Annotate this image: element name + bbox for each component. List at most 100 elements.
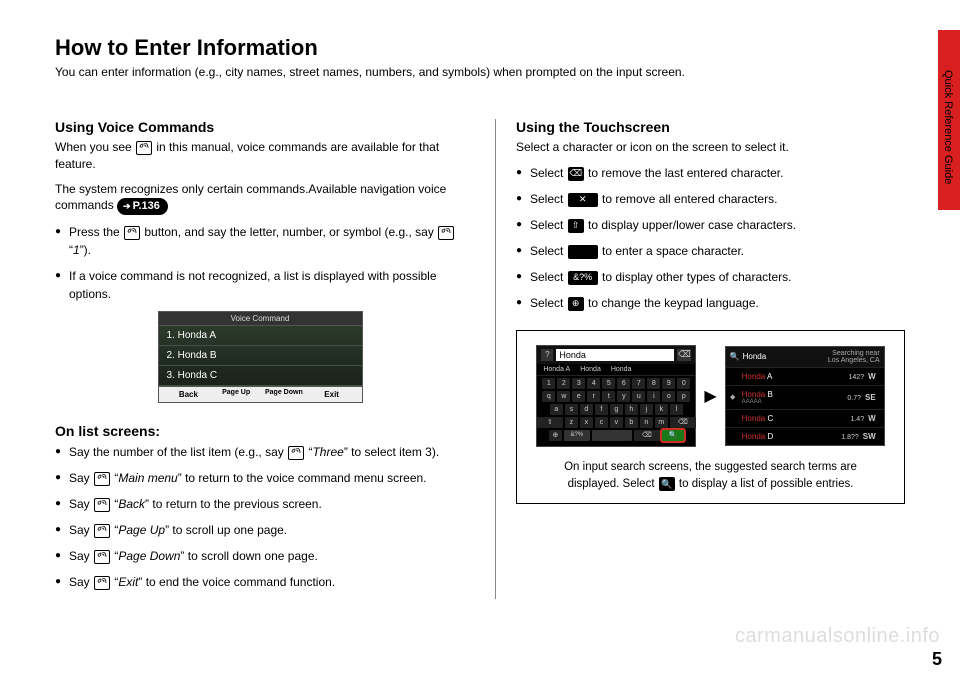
suggestion: Honda [611,366,632,373]
figure-caption: On input search screens, the suggested s… [531,459,890,494]
key: u [632,391,645,402]
vc-body: 1. Honda A 2. Honda B 3. Honda C [158,325,363,387]
text: ” to end the voice command function. [138,575,335,589]
text: The system recognizes only certain comma… [55,182,446,213]
list-bullet-5: Say “Page Down” to scroll down one page. [55,547,465,565]
text: to remove all entered characters. [599,192,778,206]
text: Select [530,270,567,284]
list-bullet-6: Say “Exit” to end the voice command func… [55,573,465,591]
key: s [565,404,578,415]
heading-touchscreen: Using the Touchscreen [516,119,905,135]
text: Los Angeles, CA [828,357,880,364]
key: v [610,417,623,428]
key: f [595,404,608,415]
key: i [647,391,660,402]
key: q [542,391,555,402]
vc-row: 3. Honda C [159,366,362,386]
talk-icon [288,446,304,460]
location-text: Searching near Los Angeles, CA [828,350,880,364]
text: Select [530,218,567,232]
diamond-icon: ◆ [729,386,737,409]
vc-pgup: Page Up [212,390,260,399]
suggestions: Honda A Honda Honda [537,364,695,376]
text: to enter a space character. [599,244,744,258]
key: b [625,417,638,428]
touch-bullet: Select ✕ to remove all entered character… [516,190,905,208]
text: Main menu [118,471,177,485]
touch-bullet: Select ⌫ to remove the last entered char… [516,164,905,182]
text: Say [69,523,93,537]
page-subtitle: You can enter information (e.g., city na… [55,65,925,79]
result-name: Honda BAAAAA [742,390,773,405]
key-icon: &?% [568,271,598,285]
search-icon: 🔍 [730,352,740,361]
text: Page Up [118,523,165,537]
key-icon: ⇧ [568,219,584,233]
text: Page Down [118,549,180,563]
touch-bullet: Select &?% to display other types of cha… [516,268,905,286]
query-text: Honda [743,352,767,361]
key-icon: ⊕ [568,297,584,311]
column-left: Using Voice Commands When you see in thi… [55,119,465,599]
key: 5 [602,378,615,389]
page-content: How to Enter Information You can enter i… [55,35,925,599]
heading-list: On list screens: [55,423,465,439]
text: to display a list of possible entries. [676,478,854,490]
key: o [662,391,675,402]
text: Three [312,445,343,459]
text: Back [118,497,145,511]
column-right: Using the Touchscreen Select a character… [495,119,905,599]
page-ref-badge: P.136 [117,198,168,215]
touch-bullet: Select to enter a space character. [516,242,905,260]
talk-icon [94,524,110,538]
result-name: Honda D [742,432,774,441]
suggestion: Honda [580,366,601,373]
key: n [640,417,653,428]
key: w [557,391,570,402]
page-number: 5 [932,649,942,670]
text: button, and say the letter, number, or s… [141,225,437,239]
text: to remove the last entered character. [585,166,784,180]
key: 4 [587,378,600,389]
heading-voice: Using Voice Commands [55,119,465,135]
touch-p1: Select a character or icon on the screen… [516,139,905,156]
touch-bullet: Select ⊕ to change the keypad language. [516,294,905,312]
touchscreen-figure: ? Honda ⌫ Honda A Honda Honda 1234567890… [516,330,905,505]
list-bullet-1: Say the number of the list item (e.g., s… [55,443,465,461]
key: z [565,417,578,428]
suggestion: Honda A [543,366,570,373]
text: Select [530,192,567,206]
text: Select [530,166,567,180]
result-distance: 1.8??SW [841,432,875,441]
result-row: Honda D 1.8??SW [726,427,884,445]
text: Press the [69,225,123,239]
shift-key: ⇧ [537,417,563,428]
page-title: How to Enter Information [55,35,925,61]
results-screenshot: 🔍Honda Searching near Los Angeles, CA Ho… [725,346,885,446]
text: Select [530,244,567,258]
key: 2 [557,378,570,389]
result-row: Honda A142?W [726,367,884,385]
voice-bullet-1: Press the button, and say the letter, nu… [55,223,465,259]
vc-exit: Exit [308,390,356,399]
text: ”). [80,243,91,257]
key: g [610,404,623,415]
watermark: carmanualsonline.info [735,625,940,648]
voice-p1: When you see in this manual, voice comma… [55,139,465,173]
vc-title: Voice Command [158,311,363,325]
globe-key: ⊕ [549,430,562,441]
key: 3 [572,378,585,389]
key: d [580,404,593,415]
key-icon [568,245,598,259]
text: Say [69,471,93,485]
text: Searching near [828,350,880,357]
help-icon: ? [541,349,553,361]
key: h [625,404,638,415]
text: ” to scroll down one page. [180,549,317,563]
key: e [572,391,585,402]
voice-bullet-2: If a voice command is not recognized, a … [55,267,465,303]
text: 1 [73,243,80,257]
key: p [677,391,690,402]
result-distance: 142?W [849,372,876,381]
key: a [550,404,563,415]
